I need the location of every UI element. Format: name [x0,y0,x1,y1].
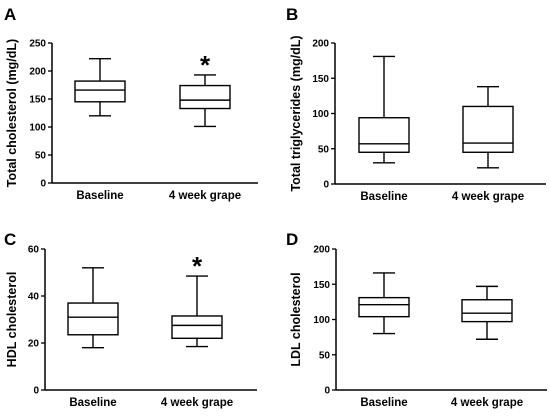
y-tick-label: 150 [312,74,329,85]
y-tick-label: 0 [323,180,329,191]
y-axis-title: Total cholesterol (mg/dL) [5,39,19,187]
iqr-box [74,80,126,103]
x-category-label: Baseline [76,190,123,202]
box-baseline [67,267,119,349]
panel-letter: A [4,5,16,24]
y-tick-label: 200 [29,67,46,78]
y-tick-label: 250 [29,39,46,50]
significance-asterisk: * [192,251,203,281]
y-tick-label: 100 [29,123,46,134]
y-tick-label: 0 [33,386,39,397]
panel-letter: D [286,230,298,249]
x-category-label: 4 week grape [161,397,233,409]
y-axis-title: LDL cholesterol [289,272,303,366]
y-tick-label: 0 [40,179,46,190]
iqr-box [171,315,223,340]
box-4-week-grape: * [171,251,223,348]
panel-b: B Total triglycerides (mg/dL) 0 50 100 150 200… [286,5,546,203]
y-tick-label: 200 [312,39,329,50]
panel-letter: C [4,230,16,249]
panel-letter: B [286,5,298,24]
panel-a: A Total cholesterol (mg/dL) 0 50 100 150 200 25… [4,5,258,202]
y-tick-label: 50 [318,144,330,155]
iqr-box [67,302,119,336]
x-category-label: Baseline [69,397,116,409]
panel-d: D LDL cholesterol 0 50 100 150 200 Baseline 4 we… [286,230,547,409]
box-4-week-grape: * [179,50,231,128]
box-baseline [358,55,410,164]
iqr-box [358,117,410,153]
y-tick-label: 0 [324,386,330,397]
x-category-label: Baseline [360,397,407,409]
y-axis-title: HDL cholesterol [5,272,19,368]
box-4-week-grape [462,86,514,169]
significance-asterisk: * [200,50,211,80]
y-tick-label: 150 [29,95,46,106]
box-baseline [74,57,126,117]
iqr-box [179,84,231,110]
box-4-week-grape [461,285,513,340]
y-tick-label: 60 [28,245,40,256]
y-tick-label: 150 [313,280,330,291]
y-tick-label: 100 [312,109,329,120]
y-tick-label: 100 [313,315,330,326]
y-tick-label: 40 [28,292,40,303]
y-tick-label: 20 [28,339,40,350]
x-category-label: 4 week grape [452,191,524,203]
y-tick-label: 50 [35,151,47,162]
y-axis-title: Total triglycerides (mg/dL) [289,35,303,191]
x-category-label: Baseline [360,191,407,203]
iqr-box [461,299,513,323]
panel-c: C HDL cholesterol 0 20 40 60 Baseline * 4 week g… [4,230,257,409]
y-tick-label: 50 [319,350,331,361]
x-category-label: 4 week grape [169,190,241,202]
x-category-label: 4 week grape [451,397,523,409]
box-baseline [358,272,410,335]
iqr-box [358,296,410,318]
iqr-box [462,105,514,153]
y-tick-label: 200 [313,245,330,256]
